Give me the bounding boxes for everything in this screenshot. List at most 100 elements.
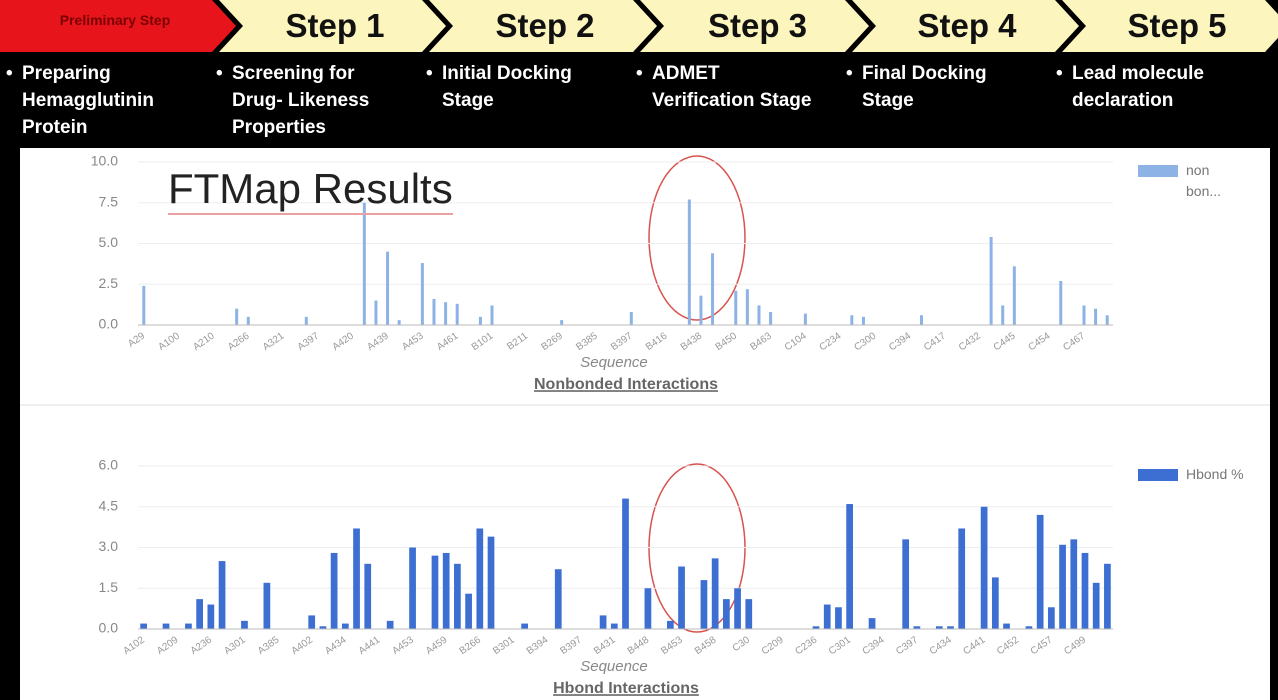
bar xyxy=(835,607,842,629)
bar xyxy=(1094,308,1098,325)
bar xyxy=(1082,305,1086,325)
bar xyxy=(1081,552,1089,629)
bar xyxy=(629,311,633,325)
chevron xyxy=(640,0,869,52)
bar xyxy=(1025,626,1033,629)
bar xyxy=(687,199,691,325)
bar xyxy=(622,498,629,629)
bar xyxy=(1059,544,1066,629)
bar xyxy=(330,552,338,629)
bar xyxy=(644,588,652,629)
bar xyxy=(341,623,349,629)
legend-swatch xyxy=(1138,469,1178,481)
bar xyxy=(745,289,749,325)
chevron xyxy=(852,0,1079,52)
chevron xyxy=(429,0,657,52)
bar xyxy=(734,588,741,629)
bar xyxy=(364,563,372,629)
bar xyxy=(861,316,865,325)
bar xyxy=(1036,514,1044,629)
bar xyxy=(304,316,308,325)
bar xyxy=(913,626,921,629)
step-description: ADMET Verification Stage xyxy=(636,60,827,114)
legend-swatch xyxy=(1138,165,1178,177)
y-tick-label: 5.0 xyxy=(99,234,119,250)
bar xyxy=(980,506,988,629)
step-label: Step 2 xyxy=(495,7,595,44)
legend-label: non bon... xyxy=(1186,162,1222,199)
bar xyxy=(734,290,738,325)
bar xyxy=(162,623,170,629)
bar xyxy=(308,615,316,629)
y-tick-label: 4.5 xyxy=(99,497,119,513)
step-label: Step 3 xyxy=(707,7,808,44)
step-description: Preparing Hemagglutinin Protein xyxy=(6,60,197,141)
step-label: Step 5 xyxy=(1127,7,1227,44)
bar xyxy=(442,552,450,629)
x-axis-label: Sequence xyxy=(580,354,648,371)
bar xyxy=(723,599,730,629)
y-tick-label: 2.5 xyxy=(99,275,119,291)
bar xyxy=(455,303,459,325)
bar xyxy=(241,620,248,629)
step-description: Initial Docking Stage xyxy=(426,60,617,114)
bar xyxy=(554,569,562,629)
step-label: Step 4 xyxy=(917,7,1017,44)
bar xyxy=(465,593,472,629)
bar xyxy=(420,263,424,325)
bar xyxy=(353,528,360,629)
bar xyxy=(362,202,366,325)
bar xyxy=(476,528,484,629)
bar xyxy=(919,315,923,325)
y-tick-label: 3.0 xyxy=(99,538,119,554)
bar xyxy=(454,563,461,629)
bar xyxy=(142,285,146,325)
bar xyxy=(1104,563,1111,629)
step-description: Final Docking Stage xyxy=(846,60,1037,114)
chevron xyxy=(1062,0,1278,52)
bar xyxy=(386,251,390,325)
bar xyxy=(263,582,271,629)
bar xyxy=(610,623,618,629)
legend-label: Hbond % xyxy=(1186,466,1244,482)
step-label: Step 1 xyxy=(285,7,385,44)
bar xyxy=(935,626,943,629)
bar xyxy=(196,599,203,629)
step-description: Lead molecule declaration xyxy=(1056,60,1247,114)
chart-title: Nonbonded Interactions xyxy=(534,376,718,393)
bar xyxy=(868,618,876,629)
bar xyxy=(699,295,703,325)
bar xyxy=(444,302,448,325)
bar xyxy=(1001,305,1005,325)
bar xyxy=(431,555,439,629)
bar xyxy=(218,561,226,629)
y-tick-label: 0.0 xyxy=(99,316,119,332)
bar xyxy=(711,558,719,629)
bar xyxy=(397,320,401,325)
bar xyxy=(560,320,564,325)
bar xyxy=(902,539,910,629)
bar xyxy=(1059,280,1063,325)
bar xyxy=(823,604,831,629)
bar xyxy=(374,300,378,325)
bar xyxy=(666,620,674,629)
bar xyxy=(478,316,482,325)
bar xyxy=(700,580,708,629)
y-tick-label: 10.0 xyxy=(91,153,118,169)
bar xyxy=(1048,607,1055,629)
bar xyxy=(1070,539,1078,629)
step-label: Preliminary Step xyxy=(59,12,171,28)
y-tick-label: 1.5 xyxy=(99,579,119,595)
chevron xyxy=(0,0,236,52)
bar xyxy=(1012,266,1016,325)
bar xyxy=(803,313,807,325)
bar xyxy=(1003,623,1010,629)
bar xyxy=(850,315,854,325)
y-tick-label: 6.0 xyxy=(99,457,119,473)
bar xyxy=(319,626,327,629)
bar xyxy=(1092,582,1100,629)
bar xyxy=(409,547,416,629)
bar xyxy=(140,623,147,629)
